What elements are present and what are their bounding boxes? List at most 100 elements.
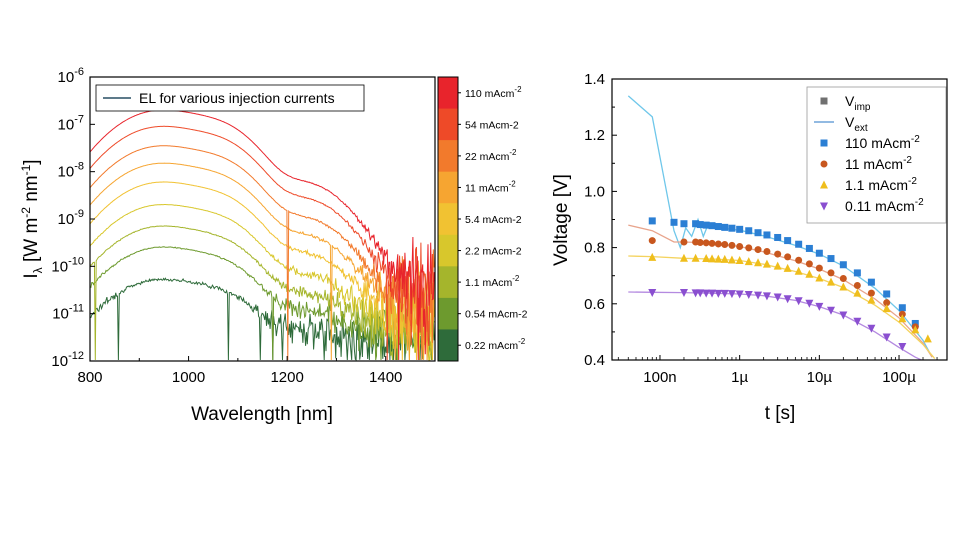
colorbar-label: 0.54 mAcm-2 <box>465 309 528 321</box>
right-data-point <box>744 257 753 266</box>
colorbar-segment <box>438 171 458 204</box>
right-data-point <box>702 289 711 298</box>
right-legend-swatch <box>820 160 828 168</box>
right-legend-swatch <box>820 202 828 211</box>
right-data-point <box>754 258 763 267</box>
right-data-point <box>783 263 792 272</box>
colorbar-label: 2.2 mAcm-2 <box>465 246 522 258</box>
colorbar-segment <box>438 234 458 267</box>
right-legend-swatch <box>820 180 828 189</box>
right-data-point <box>727 255 736 264</box>
right-data-point <box>867 324 876 333</box>
right-data-point <box>720 254 729 263</box>
right-data-point <box>692 220 700 228</box>
right-data-point <box>763 248 771 256</box>
right-data-point <box>721 223 729 231</box>
left-legend-label: EL for various injection currents <box>139 90 335 106</box>
right-data-point <box>648 237 656 245</box>
left-spectrum-line <box>90 181 435 361</box>
right-legend-label: Vimp <box>845 93 871 113</box>
right-data-point <box>744 291 753 300</box>
right-x-axis-label: t [s] <box>765 403 796 424</box>
right-data-point <box>867 289 875 297</box>
colorbar: 110 mAcm-2 54 mAcm-2 22 mAcm-2 11 mAcm-2 5.4… <box>437 76 528 362</box>
right-data-point <box>774 250 782 258</box>
colorbar-label: 11 mAcm-2 <box>465 179 516 194</box>
colorbar-segment <box>438 266 458 299</box>
right-data-point <box>680 220 688 228</box>
right-ext-line <box>628 291 924 360</box>
right-data-point <box>714 254 723 263</box>
right-data-point <box>882 304 891 313</box>
colorbar-segment <box>438 108 458 141</box>
right-data-point <box>826 277 835 286</box>
right-data-point <box>853 282 861 290</box>
right-data-point <box>784 253 792 261</box>
right-legend-label: 1.1 mAcm-2 <box>845 176 917 193</box>
right-data-point <box>805 244 813 252</box>
right-data-point <box>794 297 803 306</box>
colorbar-segment <box>438 77 458 110</box>
right-data-point <box>762 292 771 301</box>
right-data-point <box>754 246 762 254</box>
colorbar-segment <box>438 140 458 173</box>
left-legend: EL for various injection currents <box>95 84 365 112</box>
right-data-point <box>839 275 847 283</box>
right-data-point <box>898 314 907 323</box>
right-data-point <box>728 241 736 249</box>
right-data-point <box>805 299 814 308</box>
left-chart: 800 1000 1200 1400 10-1210-1110-1010-910-81… <box>19 66 528 425</box>
right-y-axis-label: Voltage [V] <box>551 174 572 266</box>
right-data-point <box>714 240 722 248</box>
colorbar-segment <box>438 297 458 330</box>
right-data-point <box>774 233 782 241</box>
left-y-tick-label: 10-10 <box>51 255 84 275</box>
right-data-point <box>691 253 700 262</box>
right-points-group <box>648 217 932 352</box>
right-data-point <box>708 254 717 263</box>
right-data-point <box>763 231 771 239</box>
left-x-tick-label: 1400 <box>369 369 402 386</box>
right-x-tick-label: 100n <box>643 369 676 386</box>
right-y-tick-label: 0.4 <box>584 352 605 369</box>
right-ext-line <box>628 255 936 360</box>
right-data-point <box>898 304 906 312</box>
right-data-point <box>883 299 891 307</box>
right-data-point <box>839 311 848 320</box>
right-data-point <box>762 259 771 268</box>
right-data-point <box>795 240 803 248</box>
left-x-tick-label: 1200 <box>270 369 303 386</box>
right-data-point <box>754 229 762 237</box>
right-data-point <box>648 289 657 298</box>
right-legend-label: 0.11 mAcm-2 <box>845 197 924 214</box>
right-data-point <box>648 217 656 225</box>
right-data-point <box>839 282 848 291</box>
right-data-point <box>696 221 704 229</box>
right-data-point <box>826 306 835 315</box>
right-data-point <box>721 241 729 249</box>
right-data-point <box>680 238 688 246</box>
left-spectrum-line <box>90 125 435 361</box>
colorbar-label: 1.1 mAcm-2 <box>465 274 520 289</box>
right-data-point <box>794 266 803 275</box>
right-data-point <box>911 325 920 334</box>
right-data-point <box>882 333 891 342</box>
left-x-ticks: 800 1000 1200 1400 <box>77 356 402 386</box>
right-data-point <box>853 269 861 277</box>
right-data-point <box>795 256 803 264</box>
left-y-tick-label: 10-8 <box>58 161 84 181</box>
right-data-point <box>735 256 744 265</box>
left-spectrum-line <box>90 145 435 361</box>
right-data-point <box>815 273 824 282</box>
right-data-point <box>702 221 710 229</box>
right-data-point <box>867 295 876 304</box>
right-data-point <box>714 289 723 298</box>
right-data-point <box>679 253 688 262</box>
right-legend-box <box>806 86 947 224</box>
right-x-ticks: 100n 1µ 10µ 100µ <box>617 355 948 386</box>
right-data-point <box>670 218 678 226</box>
right-data-point <box>754 291 763 300</box>
left-y-axis-label: Iλ [W m-2 nm-1] <box>19 159 45 278</box>
